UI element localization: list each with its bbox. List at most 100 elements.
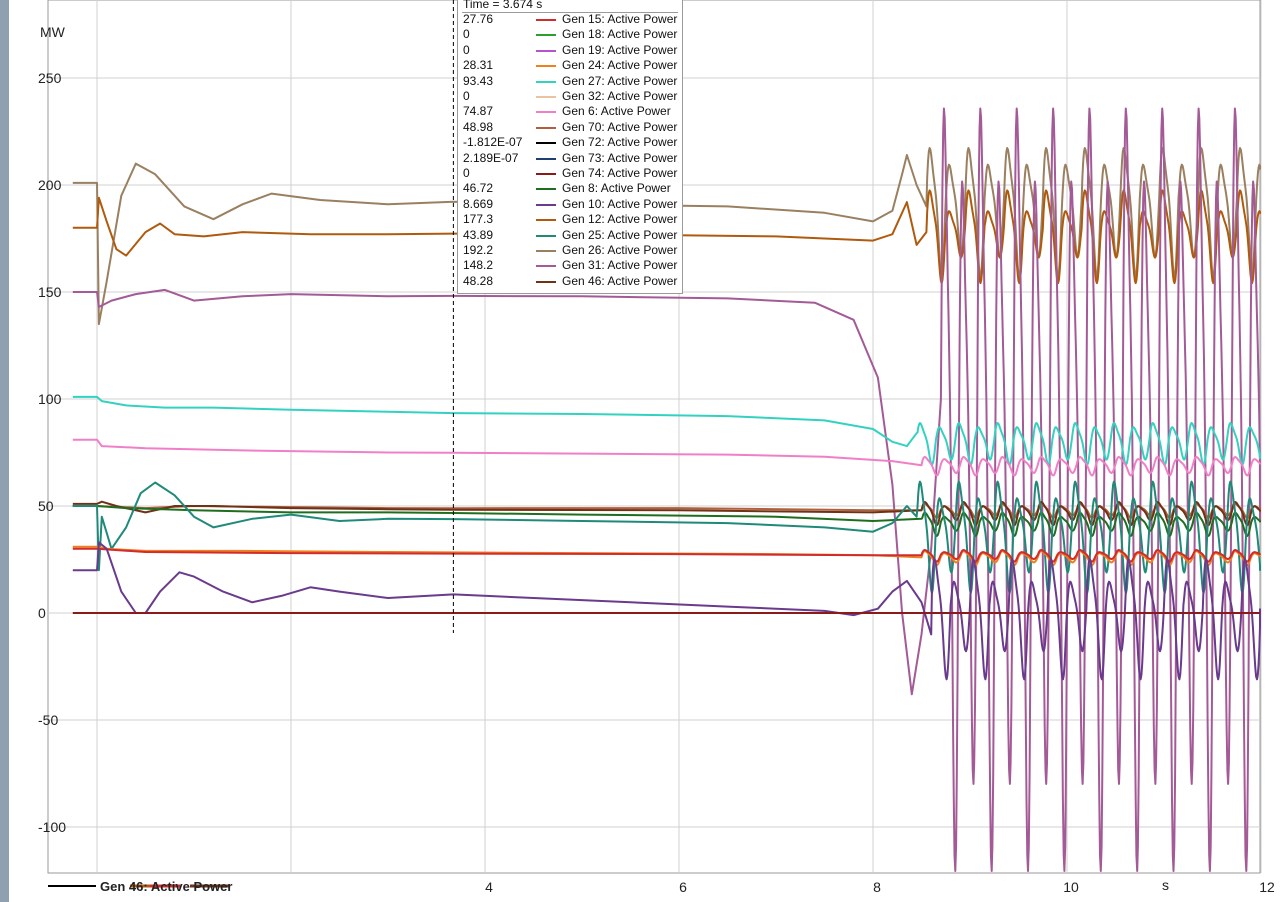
series-line (72, 189, 1261, 285)
tooltip-value: 0 (463, 42, 470, 57)
series-line (72, 505, 1261, 537)
tooltip-series-name: Gen 8: Active Power (562, 181, 671, 196)
tooltip-value: 28.31 (463, 58, 494, 73)
tooltip-series-name: Gen 25: Active Power (562, 227, 678, 242)
y-tick-label: 100 (38, 391, 62, 407)
tooltip-row: 177.3 Gen 12: Active Power (458, 212, 684, 227)
tooltip-value: 148.2 (463, 258, 494, 273)
tooltip-swatch (536, 80, 556, 83)
tooltip-row: 27.76 Gen 15: Active Power (458, 12, 684, 27)
tooltip-value: 0 (463, 166, 470, 180)
tooltip-swatch (536, 234, 556, 237)
tooltip-series-name: Gen 32: Active Power (562, 89, 678, 103)
tooltip-series-name: Gen 31: Active Power (562, 258, 678, 273)
tooltip-series-name: Gen 12: Active Power (562, 212, 678, 227)
tooltip-row: 8.669 Gen 10: Active Power (458, 197, 684, 212)
tooltip-swatch (536, 34, 556, 37)
tooltip-row: 43.89 Gen 25: Active Power (458, 228, 684, 243)
tooltip-row: -1.812E-07 Gen 72: Active Power (458, 135, 684, 150)
tooltip-row: 0 Gen 19: Active Power (458, 43, 684, 58)
tooltip-swatch (536, 188, 556, 191)
tooltip-series-name: Gen 74: Active Power (562, 166, 678, 180)
series-line (72, 107, 1261, 872)
tooltip-series-name: Gen 72: Active Power (562, 135, 678, 150)
tooltip-series-name: Gen 19: Active Power (562, 42, 678, 57)
tooltip-swatch (536, 96, 556, 98)
tooltip-row: 48.98 Gen 70: Active Power (458, 120, 684, 135)
y-tick-label: 250 (38, 70, 62, 86)
tooltip-row: 0 Gen 74: Active Power (458, 166, 684, 181)
x-tick-label: 4 (485, 879, 493, 895)
tooltip-row: 2.189E-07 Gen 73: Active Power (458, 151, 684, 166)
y-tick-label: -100 (38, 819, 66, 835)
tooltip-row: 93.43 Gen 27: Active Power (458, 74, 684, 89)
tooltip-value: 43.89 (463, 227, 494, 242)
tooltip-series-name: Gen 27: Active Power (562, 73, 678, 88)
tooltip-row: 48.28 Gen 46: Active Power (458, 274, 684, 289)
tooltip-series-name: Gen 24: Active Power (562, 58, 678, 73)
tooltip-series-name: Gen 73: Active Power (562, 150, 678, 165)
tooltip-value: 192.2 (463, 243, 494, 257)
tooltip-swatch (536, 49, 556, 52)
x-tick-label: 10 (1063, 879, 1079, 895)
tooltip-swatch (536, 19, 556, 21)
tooltip-value: 2.189E-07 (463, 150, 519, 165)
tooltip-value: 48.28 (463, 273, 494, 288)
series-line (72, 500, 1261, 527)
tooltip-row: 0 Gen 18: Active Power (458, 27, 684, 42)
tooltip-series-name: Gen 10: Active Power (562, 196, 678, 211)
y-axis-ticks: -100 -50 0 50 100 150 200 250 (38, 70, 66, 835)
x-axis-label: s (1162, 877, 1169, 893)
tooltip-divider (462, 12, 678, 13)
tooltip-swatch (536, 250, 556, 252)
tooltip-value: 0 (463, 89, 470, 103)
y-tick-label: 200 (38, 177, 62, 193)
tooltip-swatch (536, 142, 556, 145)
tooltip-series-name: Gen 18: Active Power (562, 27, 678, 42)
tooltip-value: -1.812E-07 (463, 135, 523, 150)
y-axis-label: MW (40, 24, 66, 40)
tooltip-row: 28.31 Gen 24: Active Power (458, 58, 684, 73)
cursor-tooltip: Time = 3.674 s 27.76 Gen 15: Active Power… (457, 0, 683, 294)
legend-strip: Gen 46: Active Power (48, 879, 232, 894)
y-tick-label: 0 (38, 605, 46, 621)
y-tick-label: 50 (38, 498, 54, 514)
tooltip-swatch (536, 111, 556, 114)
tooltip-value: 93.43 (463, 73, 494, 88)
tooltip-value: 74.87 (463, 104, 494, 119)
legend-label: Gen 46: Active Power (100, 879, 232, 894)
tooltip-swatch (536, 280, 556, 283)
tooltip-swatch (536, 219, 556, 222)
tooltip-value: 177.3 (463, 212, 494, 227)
tooltip-value: 8.669 (463, 196, 494, 211)
tooltip-value: 27.76 (463, 12, 494, 26)
x-tick-label: 12 (1259, 879, 1275, 895)
series-lines (72, 107, 1261, 872)
tooltip-swatch (536, 65, 556, 68)
x-tick-label: 6 (679, 879, 687, 895)
y-tick-label: 150 (38, 284, 62, 300)
x-tick-label: 8 (873, 879, 881, 895)
y-tick-label: -50 (38, 712, 58, 728)
tooltip-row: 74.87 Gen 6: Active Power (458, 104, 684, 119)
tooltip-swatch (536, 173, 556, 175)
series-line (72, 438, 1261, 477)
tooltip-series-name: Gen 6: Active Power (562, 104, 671, 119)
series-line (72, 480, 1261, 594)
tooltip-swatch (536, 203, 556, 206)
tooltip-value: 48.98 (463, 119, 494, 134)
tooltip-series-name: Gen 15: Active Power (562, 12, 678, 26)
tooltip-row: 192.2 Gen 26: Active Power (458, 243, 684, 258)
tooltip-swatch (536, 126, 556, 129)
tooltip-series-name: Gen 26: Active Power (562, 243, 678, 257)
x-axis-ticks: 4 6 8 10 12 (485, 879, 1275, 895)
series-line (72, 395, 1261, 466)
tooltip-series-name: Gen 70: Active Power (562, 119, 678, 134)
tooltip-row: 46.72 Gen 8: Active Power (458, 181, 684, 196)
tooltip-swatch (536, 265, 556, 268)
tooltip-swatch (536, 157, 556, 160)
tooltip-series-name: Gen 46: Active Power (562, 273, 678, 288)
tooltip-row: 0 Gen 32: Active Power (458, 89, 684, 104)
series-line (72, 545, 1261, 566)
tooltip-title: Time = 3.674 s (463, 0, 543, 11)
